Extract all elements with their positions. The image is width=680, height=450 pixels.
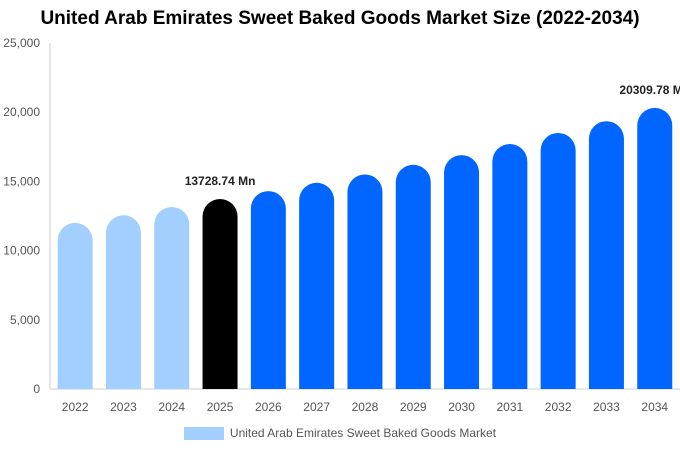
x-tick-label: 2026 [255, 400, 282, 414]
legend-label: United Arab Emirates Sweet Baked Goods M… [229, 426, 497, 440]
bar-2026 [250, 191, 286, 389]
bar-2029 [395, 164, 431, 389]
bar-2031 [492, 144, 528, 389]
legend-swatch [183, 426, 224, 440]
x-tick-label: 2034 [641, 400, 668, 414]
x-tick-label: 2023 [110, 400, 137, 414]
bar-2024 [154, 207, 190, 389]
x-tick-label: 2028 [352, 400, 379, 414]
x-tick-label: 2025 [207, 400, 234, 414]
bar-2034 [637, 107, 673, 389]
data-label: 13728.74 Mn [185, 174, 256, 188]
y-tick-label: 25,000 [3, 36, 40, 50]
y-tick-label: 5,000 [10, 313, 40, 327]
bar-2030 [444, 155, 480, 389]
chart-title: United Arab Emirates Sweet Baked Goods M… [40, 8, 640, 29]
bar-2022 [57, 222, 93, 389]
y-tick-label: 0 [33, 382, 40, 396]
x-tick-label: 2022 [62, 400, 89, 414]
y-tick-label: 15,000 [3, 174, 40, 188]
y-tick-label: 10,000 [3, 244, 40, 258]
x-tick-label: 2032 [545, 400, 572, 414]
bar-2033 [588, 121, 624, 390]
x-tick-label: 2024 [158, 400, 185, 414]
x-tick-label: 2033 [593, 400, 620, 414]
bar-2028 [347, 174, 383, 389]
x-tick-label: 2029 [400, 400, 427, 414]
x-tick-label: 2030 [448, 400, 475, 414]
data-label: 20309.78 Mn [619, 83, 680, 97]
x-tick-label: 2031 [496, 400, 523, 414]
bar-2027 [299, 182, 335, 389]
y-tick-label: 20,000 [3, 105, 40, 119]
legend[interactable]: United Arab Emirates Sweet Baked Goods M… [0, 426, 680, 440]
x-tick-label: 2027 [303, 400, 330, 414]
bar-2023 [105, 215, 141, 389]
bar-2025 [202, 198, 238, 389]
bar-2032 [540, 132, 576, 389]
